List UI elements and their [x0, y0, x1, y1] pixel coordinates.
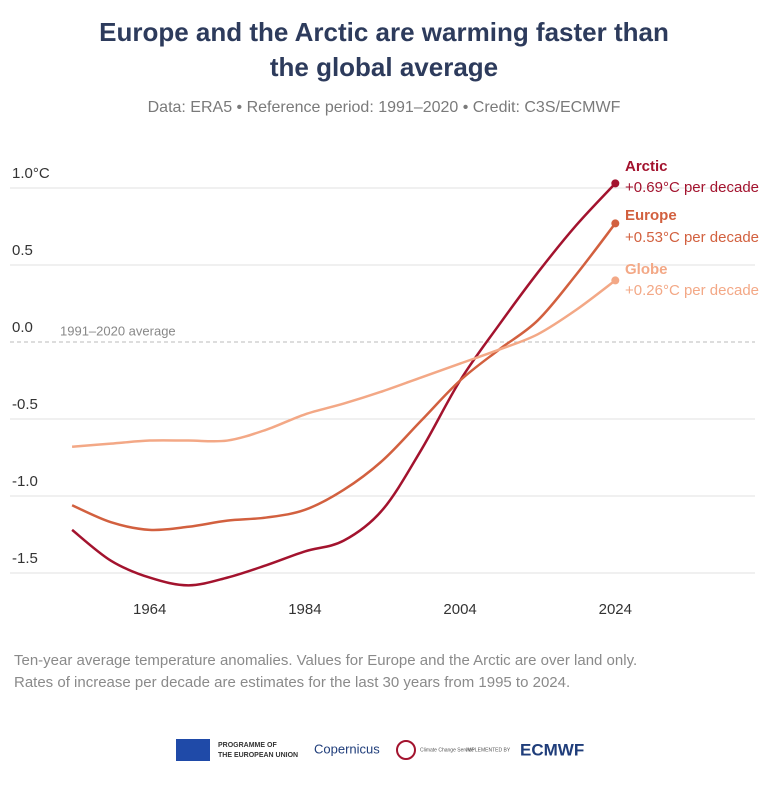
x-tick-label: 1964 — [133, 601, 166, 618]
chart-title: Europe and the Arctic are warming faster… — [99, 17, 669, 47]
y-tick-label: 0.5 — [12, 242, 33, 259]
legend-label: Globe — [625, 261, 668, 278]
eu-flag — [176, 739, 210, 761]
x-tick-label: 1984 — [288, 601, 321, 618]
legend-rate: +0.26°C per decade — [625, 282, 759, 299]
logo-text: Copernicus — [314, 741, 380, 756]
logo-text: PROGRAMME OF — [218, 742, 277, 749]
legend-rate: +0.69°C per decade — [625, 179, 759, 196]
x-tick-label: 2024 — [599, 601, 632, 618]
y-tick-label: 0.0 — [12, 319, 33, 336]
x-tick-label: 2004 — [443, 601, 476, 618]
logo-text: THE EUROPEAN UNION — [218, 752, 298, 759]
legend-label: Europe — [625, 207, 677, 224]
y-tick-label: -0.5 — [12, 396, 38, 413]
chart-subtitle: Data: ERA5 • Reference period: 1991–2020… — [148, 99, 621, 116]
series-line — [71, 279, 617, 448]
logo-text: ECMWF — [520, 740, 584, 759]
logo-text: Climate Change Service — [420, 747, 474, 753]
c3s-mark — [396, 740, 416, 760]
footnote: Rates of increase per decade are estimat… — [14, 674, 570, 691]
end-point — [611, 179, 620, 188]
legend-label: Arctic — [625, 158, 668, 175]
end-point — [611, 276, 620, 285]
chart-title: the global average — [270, 52, 498, 82]
y-tick-label: -1.5 — [12, 550, 38, 567]
footnote: Ten-year average temperature anomalies. … — [14, 652, 637, 669]
series-line — [71, 182, 617, 587]
logo-text: IMPLEMENTED BY — [466, 747, 511, 753]
legend-rate: +0.53°C per decade — [625, 229, 759, 246]
y-tick-label: 1.0°C — [12, 165, 50, 182]
y-tick-label: -1.0 — [12, 473, 38, 490]
series-line — [71, 222, 617, 532]
end-point — [611, 219, 620, 228]
logos: PROGRAMME OF THE EUROPEAN UNION Copernic… — [176, 739, 584, 761]
annotation: 1991–2020 average — [60, 323, 176, 338]
